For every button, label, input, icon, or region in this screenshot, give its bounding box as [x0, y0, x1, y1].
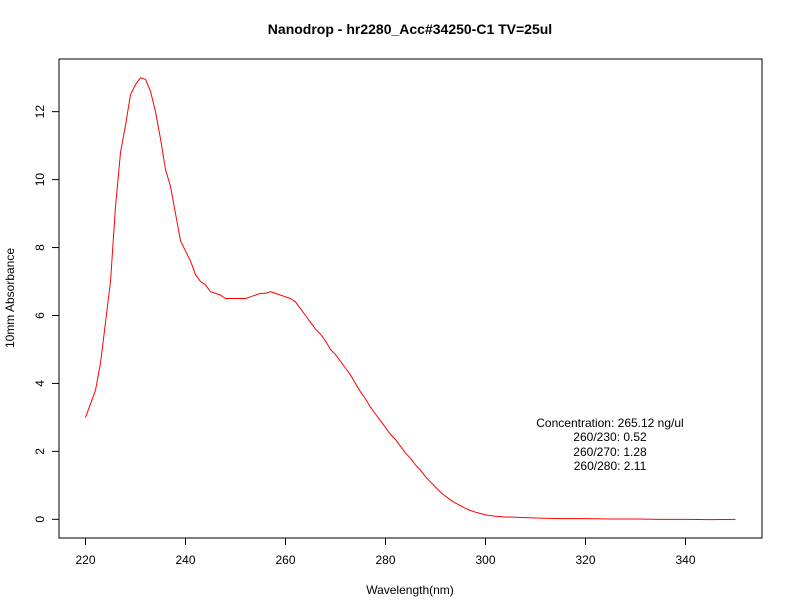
y-tick-label: 2	[33, 448, 47, 455]
annotation-ratio-260-270: 260/270: 1.28	[573, 445, 647, 459]
y-tick-label: 12	[33, 105, 47, 119]
y-axis-label: 10mm Absorbance	[3, 248, 17, 348]
x-tick-label: 240	[175, 553, 195, 567]
annotation-ratio-260-230: 260/230: 0.52	[573, 430, 647, 444]
y-tick-label: 8	[33, 244, 47, 251]
stats-annotation: Concentration: 265.12 ng/ul 260/230: 0.5…	[536, 416, 683, 473]
x-tick-label: 280	[375, 553, 395, 567]
chart-title: Nanodrop - hr2280_Acc#34250-C1 TV=25ul	[268, 21, 552, 37]
y-tick-label: 6	[33, 312, 47, 319]
x-axis: 220 240 260 280 300 320 340	[75, 538, 696, 567]
annotation-concentration: Concentration: 265.12 ng/ul	[536, 416, 683, 430]
x-axis-label: Wavelength(nm)	[366, 583, 454, 597]
x-tick-label: 220	[75, 553, 95, 567]
annotation-ratio-260-280: 260/280: 2.11	[574, 459, 647, 473]
y-tick-label: 0	[33, 516, 47, 523]
y-tick-label: 4	[33, 380, 47, 387]
x-tick-label: 340	[675, 553, 695, 567]
x-tick-label: 320	[575, 553, 595, 567]
y-tick-label: 10	[33, 173, 47, 187]
y-axis: 0 2 4 6 8 10 12	[33, 105, 59, 523]
x-tick-label: 300	[475, 553, 495, 567]
plot-area-frame	[58, 58, 763, 539]
x-tick-label: 260	[275, 553, 295, 567]
series-line-absorbance	[85, 77, 736, 521]
